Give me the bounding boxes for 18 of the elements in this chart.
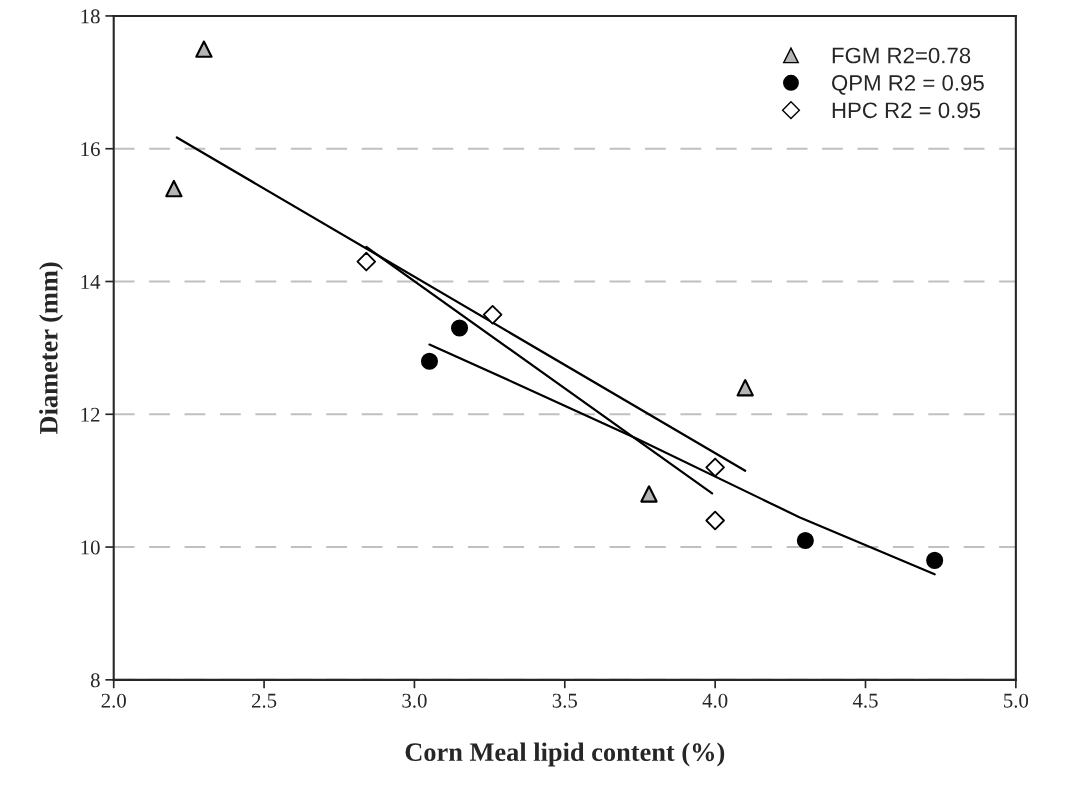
y-tick-label: 16 — [81, 142, 100, 157]
legend-label: FGM R2=0.78 — [832, 47, 971, 64]
y-tick-label: 10 — [81, 540, 100, 555]
x-tick-label: 4.5 — [852, 693, 878, 708]
x-axis-title: Corn Meal lipid content (%) — [405, 742, 725, 767]
x-tick-label: 3.0 — [402, 693, 427, 708]
x-tick-label: 2.5 — [251, 693, 277, 708]
y-tick-label: 12 — [81, 407, 100, 422]
x-tick-label: 2.0 — [101, 693, 126, 708]
y-axis-title: Diameter (mm) — [39, 262, 64, 435]
y-tick-label: 14 — [81, 274, 101, 289]
y-tick-label: 8 — [90, 673, 100, 688]
y-tick-label: 18 — [81, 9, 100, 24]
legend-label: QPM R2 = 0.95 — [832, 75, 984, 95]
x-tick-label: 3.5 — [552, 693, 577, 708]
x-tick-label: 4.0 — [702, 693, 728, 708]
legend-label: HPC R2 = 0.95 — [832, 102, 981, 119]
x-tick-label: 5.0 — [1004, 693, 1029, 708]
